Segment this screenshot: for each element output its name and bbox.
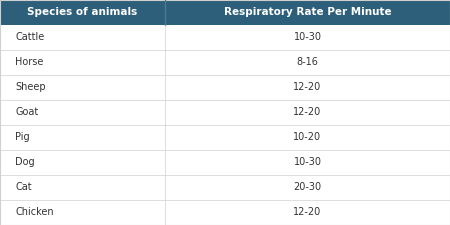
- FancyBboxPatch shape: [165, 200, 450, 225]
- FancyBboxPatch shape: [0, 75, 165, 100]
- Text: 12-20: 12-20: [293, 107, 322, 117]
- FancyBboxPatch shape: [0, 100, 165, 125]
- Text: 8-16: 8-16: [297, 57, 319, 67]
- FancyBboxPatch shape: [0, 150, 165, 175]
- FancyBboxPatch shape: [0, 25, 165, 50]
- FancyBboxPatch shape: [165, 100, 450, 125]
- Text: Dog: Dog: [15, 157, 35, 167]
- Text: Cattle: Cattle: [15, 32, 44, 42]
- Text: Pig: Pig: [15, 132, 30, 142]
- Text: 10-30: 10-30: [293, 157, 321, 167]
- Text: 10-20: 10-20: [293, 132, 322, 142]
- FancyBboxPatch shape: [165, 25, 450, 50]
- Text: Respiratory Rate Per Minute: Respiratory Rate Per Minute: [224, 7, 392, 17]
- Text: 12-20: 12-20: [293, 82, 322, 92]
- FancyBboxPatch shape: [0, 200, 165, 225]
- Text: 20-30: 20-30: [293, 182, 322, 192]
- FancyBboxPatch shape: [0, 125, 165, 150]
- FancyBboxPatch shape: [165, 0, 450, 25]
- Text: Species of animals: Species of animals: [27, 7, 138, 17]
- FancyBboxPatch shape: [165, 150, 450, 175]
- FancyBboxPatch shape: [0, 175, 165, 200]
- FancyBboxPatch shape: [165, 50, 450, 75]
- FancyBboxPatch shape: [165, 175, 450, 200]
- FancyBboxPatch shape: [0, 50, 165, 75]
- FancyBboxPatch shape: [0, 0, 165, 25]
- FancyBboxPatch shape: [165, 75, 450, 100]
- Text: Horse: Horse: [15, 57, 43, 67]
- Text: 12-20: 12-20: [293, 207, 322, 218]
- FancyBboxPatch shape: [165, 125, 450, 150]
- Text: Goat: Goat: [15, 107, 38, 117]
- Text: Chicken: Chicken: [15, 207, 54, 218]
- Text: Sheep: Sheep: [15, 82, 45, 92]
- Text: 10-30: 10-30: [293, 32, 321, 42]
- Text: Cat: Cat: [15, 182, 32, 192]
